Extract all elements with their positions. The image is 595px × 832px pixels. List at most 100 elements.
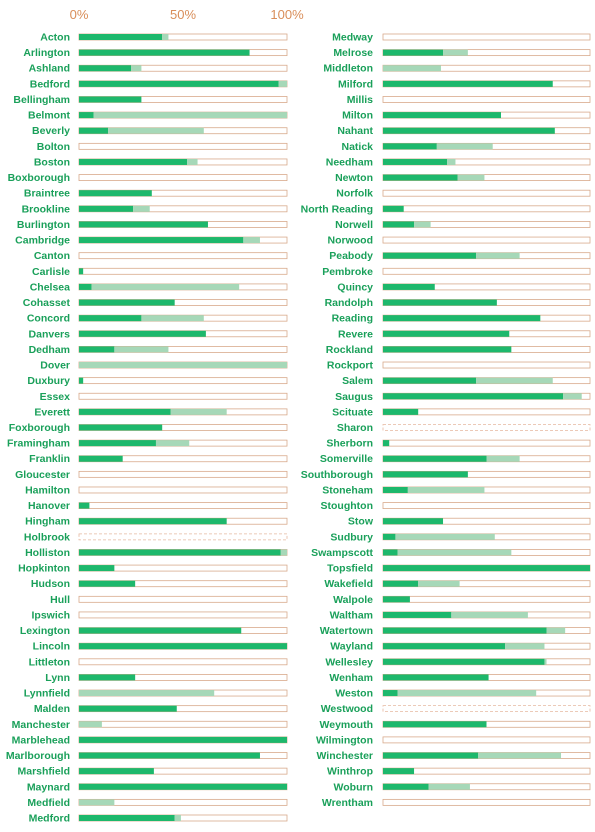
bar-primary bbox=[79, 315, 142, 322]
bar-secondary bbox=[93, 112, 287, 119]
town-label: Stow bbox=[348, 516, 374, 528]
town-label: Hudson bbox=[31, 578, 70, 590]
bar-primary bbox=[383, 674, 489, 681]
bar-primary bbox=[79, 502, 90, 509]
bar-primary bbox=[79, 237, 244, 244]
town-label: Scituate bbox=[332, 406, 373, 418]
bar-secondary bbox=[414, 221, 431, 228]
bar-primary bbox=[383, 158, 448, 165]
town-label: Gloucester bbox=[15, 469, 70, 481]
town-label: Weston bbox=[335, 688, 373, 700]
town-label: Quincy bbox=[337, 281, 373, 293]
bar-primary bbox=[383, 49, 444, 56]
town-label: Concord bbox=[27, 313, 70, 325]
bar-primary bbox=[383, 690, 398, 697]
town-label: Millis bbox=[347, 94, 373, 106]
town-label: Bedford bbox=[30, 78, 70, 90]
bar-secondary bbox=[79, 799, 115, 806]
bar-primary bbox=[79, 283, 92, 290]
town-label: Bellingham bbox=[13, 94, 70, 106]
town-label: Wilmington bbox=[316, 734, 373, 746]
town-label: Beverly bbox=[32, 125, 70, 137]
town-label: Hopkinton bbox=[18, 563, 70, 575]
bar-track bbox=[382, 267, 591, 275]
bar-track bbox=[382, 798, 591, 806]
town-label: Randolph bbox=[325, 297, 373, 309]
town-label: Weymouth bbox=[320, 719, 373, 731]
bar-primary bbox=[79, 643, 287, 650]
bar-primary bbox=[383, 518, 444, 525]
town-label: Hull bbox=[50, 594, 70, 606]
town-label: Belmont bbox=[28, 110, 71, 122]
bar-primary bbox=[79, 268, 84, 275]
bar-primary bbox=[383, 377, 477, 384]
bar-track bbox=[78, 252, 288, 260]
bar-secondary bbox=[141, 315, 204, 322]
bar-secondary bbox=[243, 237, 260, 244]
bar-primary bbox=[79, 205, 134, 212]
bar-primary bbox=[383, 143, 437, 150]
bar-primary bbox=[383, 565, 590, 572]
bar-secondary bbox=[476, 377, 553, 384]
bar-track bbox=[382, 205, 591, 213]
bar-secondary bbox=[133, 205, 150, 212]
town-label: Marlborough bbox=[6, 750, 70, 762]
bar-track bbox=[382, 502, 591, 510]
bar-primary bbox=[383, 471, 468, 478]
bar-secondary bbox=[407, 486, 485, 493]
bar-primary bbox=[79, 815, 175, 821]
town-label: Winthrop bbox=[327, 766, 373, 778]
bar-primary bbox=[383, 112, 501, 119]
bar-secondary bbox=[451, 611, 528, 618]
bar-primary bbox=[383, 627, 547, 634]
bar-primary bbox=[383, 580, 419, 587]
bar-track bbox=[382, 236, 591, 244]
bar-secondary bbox=[79, 721, 102, 728]
bar-primary bbox=[383, 330, 510, 337]
bar-track bbox=[382, 595, 591, 603]
bar-primary bbox=[383, 596, 410, 603]
bar-track bbox=[78, 595, 288, 603]
bar-primary bbox=[79, 34, 163, 40]
bar-track bbox=[78, 533, 288, 541]
bar-primary bbox=[79, 96, 142, 103]
bar-primary bbox=[383, 127, 555, 134]
town-label: Marshfield bbox=[17, 766, 70, 778]
bar-primary bbox=[79, 440, 156, 447]
bar-primary bbox=[79, 455, 123, 462]
town-label: Nahant bbox=[337, 125, 373, 137]
town-label: Dover bbox=[40, 360, 70, 372]
town-label: Natick bbox=[341, 141, 373, 153]
town-label: Saugus bbox=[335, 391, 373, 403]
bar-primary bbox=[383, 611, 452, 618]
bar-primary bbox=[79, 299, 175, 306]
town-label: Hingham bbox=[25, 516, 70, 528]
town-label: Franklin bbox=[29, 453, 70, 465]
town-label: Boxborough bbox=[8, 172, 70, 184]
town-label: Maynard bbox=[27, 781, 70, 793]
town-label: Everett bbox=[34, 406, 70, 418]
bar-secondary bbox=[170, 408, 227, 415]
town-label: Winchester bbox=[316, 750, 373, 762]
town-label: Wellesley bbox=[325, 656, 373, 668]
bar-track bbox=[78, 267, 288, 275]
town-label: Norwell bbox=[335, 219, 373, 231]
town-label: Danvers bbox=[29, 328, 71, 340]
bar-track bbox=[78, 174, 288, 181]
bar-primary bbox=[79, 127, 109, 134]
town-label: Burlington bbox=[17, 219, 70, 231]
bar-primary bbox=[79, 627, 242, 634]
bar-track bbox=[382, 736, 591, 744]
bar-secondary bbox=[478, 752, 562, 759]
town-label: Stoneham bbox=[322, 484, 373, 496]
town-label: Needham bbox=[326, 156, 373, 168]
bar-secondary bbox=[397, 690, 537, 697]
town-label: Essex bbox=[40, 391, 71, 403]
bar-primary bbox=[383, 252, 477, 259]
bar-secondary bbox=[418, 580, 460, 587]
bar-primary bbox=[79, 518, 227, 525]
town-label: Lincoln bbox=[33, 641, 70, 653]
bar-secondary bbox=[131, 65, 142, 72]
bar-primary bbox=[383, 752, 479, 759]
